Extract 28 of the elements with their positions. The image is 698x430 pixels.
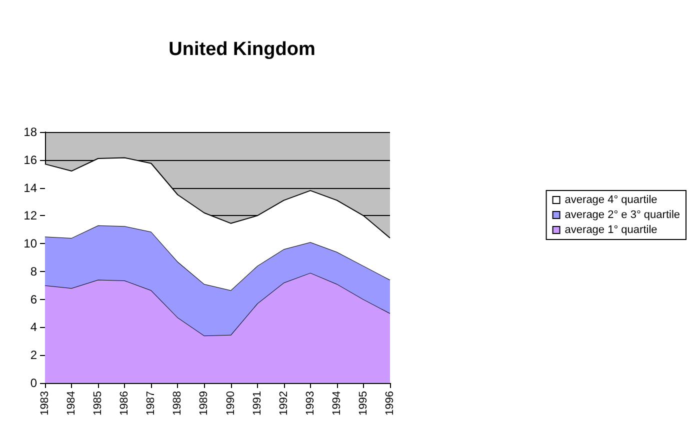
x-tick-label: 1990 (224, 391, 237, 416)
x-tick-label: 1984 (66, 391, 78, 416)
y-tick-label: 4 (30, 320, 38, 334)
y-tick-label: 0 (30, 376, 38, 390)
x-tick-label: 1991 (251, 391, 264, 416)
legend-label: average 2° e 3° quartile (564, 209, 680, 221)
x-tick-label: 1995 (357, 391, 370, 416)
x-tick-label: 1986 (118, 391, 131, 416)
y-tick-label: 2 (30, 348, 38, 362)
y-tick-label: 10 (24, 236, 38, 251)
legend-label: average 4° quartile (564, 194, 658, 206)
x-tick-label: 1989 (198, 391, 210, 416)
y-tick-label: 8 (30, 264, 38, 278)
y-tick-label: 16 (24, 152, 38, 167)
x-tick-label: 1988 (172, 391, 184, 416)
x-tick-label: 1994 (330, 391, 343, 416)
y-tick-label: 12 (24, 208, 38, 223)
y-tick-label: 18 (24, 125, 38, 139)
y-tick-label: 14 (24, 180, 38, 195)
x-tick-label: 1993 (304, 391, 316, 416)
chart-title: United Kingdom (168, 39, 316, 60)
x-tick-label: 1985 (92, 391, 104, 416)
y-tick-label: 6 (30, 292, 38, 306)
legend-label: average 1° quartile (564, 224, 658, 236)
x-tick-label: 1996 (384, 391, 396, 416)
x-tick-label: 1983 (39, 391, 51, 416)
x-tick-label: 1992 (278, 391, 290, 416)
x-tick-label: 1987 (145, 391, 158, 416)
